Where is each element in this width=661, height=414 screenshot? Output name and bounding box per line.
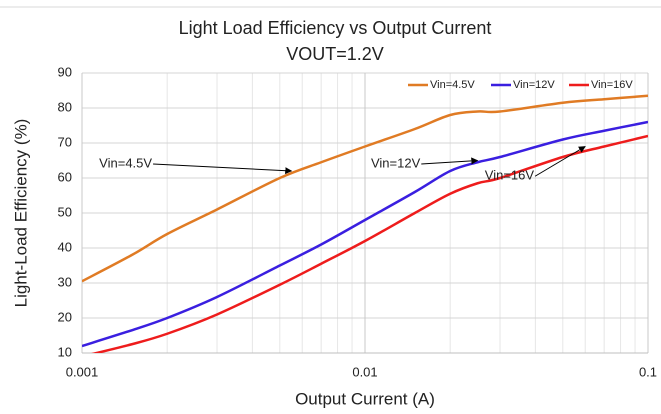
chart-subtitle: VOUT=1.2V [286,44,384,64]
annotation-text: Vin=12V [371,155,421,170]
x-axis-label: Output Current (A) [295,389,435,408]
x-tick-label: 0.001 [66,364,99,379]
y-tick-label: 60 [58,169,72,184]
series-line [82,120,648,348]
chart-title: Light Load Efficiency vs Output Current [179,18,492,38]
x-tick-label: 0.1 [639,364,657,379]
y-tick-label: 30 [58,274,72,289]
annotation-arrow [534,146,586,177]
annotation-text: Vin=16V [485,168,535,183]
y-tick-label: 70 [58,134,72,149]
y-tick-label: 80 [58,99,72,114]
y-tick-label: 50 [58,204,72,219]
y-tick-label: 10 [58,344,72,359]
annotation-text: Vin=4.5V [99,155,152,170]
annotation-arrow [153,163,293,175]
plot-area [82,94,648,353]
y-tick-label: 40 [58,239,72,254]
y-tick-label: 20 [58,309,72,324]
series-line [91,134,648,353]
legend-label: Vin=4.5V [430,79,475,91]
y-tick-label: 90 [58,64,72,79]
y-axis-label: Light-Load Efficiency (%) [11,119,30,308]
annotation-arrow [421,157,479,165]
series-line [82,94,648,283]
legend-label: Vin=12V [513,79,555,91]
x-tick-label: 0.01 [352,364,377,379]
legend-label: Vin=16V [591,79,633,91]
